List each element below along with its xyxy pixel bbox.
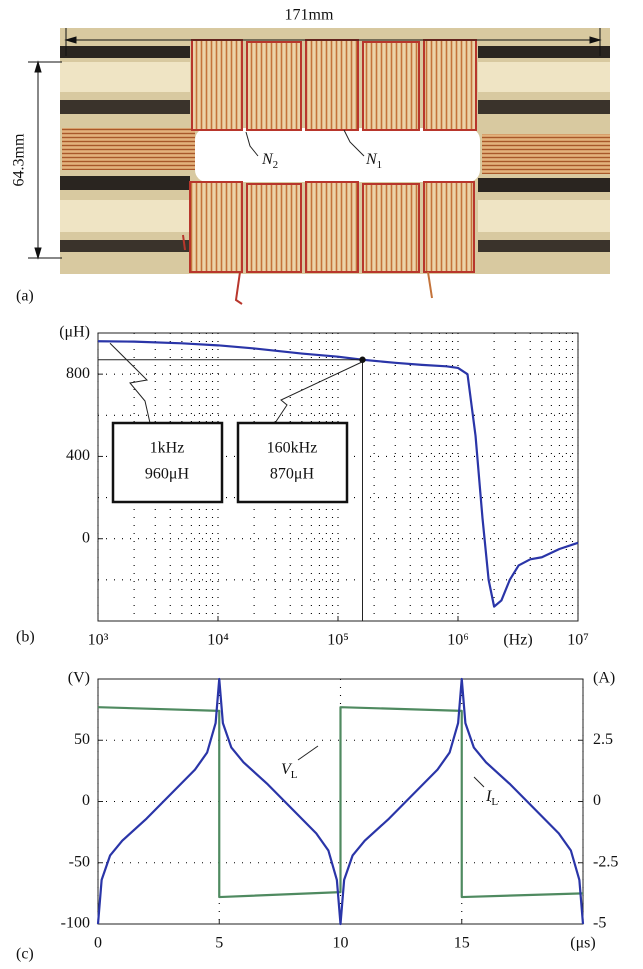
y-tick-label: (V) [68,670,90,687]
x-tick-label: 0 [94,935,102,952]
series-leader [473,776,485,788]
arrowhead [34,60,42,73]
series-line [97,340,579,608]
lead-wire [182,234,186,251]
x-tick-label: (μs) [570,935,595,952]
y-tick-label: 800 [66,365,90,382]
core-strip [60,46,190,58]
series-leader [297,745,319,761]
series-line [96,677,585,926]
core-strip [60,176,190,190]
point-marker [359,356,366,363]
arrowhead [64,36,77,44]
x-axis-label: (Hz) [503,632,532,649]
core-face [60,62,190,92]
arrowhead [34,247,42,260]
core-face [60,200,190,232]
winding [246,183,302,273]
callout-leader [274,361,363,424]
core-strip [478,46,610,58]
winding [362,183,420,273]
x-tick-label: 10⁵ [327,632,349,649]
winding [305,39,359,131]
winding [246,41,302,131]
x-tick-label: 10³ [88,632,109,649]
core-face [478,62,610,92]
x-tick-label: 15 [454,935,470,952]
core-strip [478,178,610,192]
y-tick-label: -100 [61,915,90,932]
top-windings [191,39,477,131]
y2-tick-label: -5 [593,915,606,932]
winding [423,39,477,131]
winding [191,39,243,131]
series-name: I [485,788,492,805]
panel-label: (c) [16,946,34,963]
height-dimension: 64.3mm [11,133,28,186]
y-tick-label: 0 [82,792,90,809]
core-strip [478,240,610,252]
series-label: VL [281,761,298,781]
series-label: IL [485,788,498,808]
winding [423,181,475,273]
callout-text: 870μH [270,466,315,483]
y-tick-label: (μH) [59,324,90,341]
winding [305,181,359,273]
panel-label: (a) [16,288,34,305]
winding-symbol: N [261,151,274,168]
leader-line [343,129,365,157]
width-dimension: 171mm [285,7,334,24]
winding [189,181,243,273]
leader-line [245,131,259,157]
winding-subscript: 1 [377,159,383,171]
series-line [97,706,584,899]
winding-subscript: 2 [273,159,279,171]
callout-text: 1kHz [150,440,185,457]
callout-box [236,421,349,504]
arrowhead [589,36,602,44]
inductor-photo [60,28,610,305]
x-tick-label: 10⁷ [567,632,589,649]
core-strip [60,100,190,114]
series-name: V [281,761,293,778]
dimension-lines [28,28,602,260]
lead-wire [234,271,243,305]
x-tick-label: 10⁴ [207,632,229,649]
winding-symbol: N [365,151,378,168]
side-winding [482,134,610,174]
core-strip [478,100,610,114]
core-face [478,200,610,232]
y-tick-label: 400 [66,447,90,464]
lead-wire [427,271,433,299]
core-window [195,128,480,182]
y2-tick-label: (A) [593,670,615,687]
x-tick-label: 5 [215,935,223,952]
y-tick-label: 0 [82,529,90,546]
winding-label: N1 [365,151,382,171]
side-winding [62,128,195,170]
callout-box [111,421,224,504]
bottom-windings [189,181,475,273]
winding [362,41,420,131]
y2-tick-label: 2.5 [593,731,613,748]
series-subscript: L [491,796,498,808]
y-tick-label: -50 [69,853,90,870]
y-tick-label: 50 [74,731,90,748]
core-strip [60,240,190,252]
series-subscript: L [291,769,298,781]
callout-text: 160kHz [267,440,318,457]
y2-tick-label: 0 [593,792,601,809]
x-tick-label: 10 [333,935,349,952]
panel-label: (b) [16,629,35,646]
callout-leader [109,342,151,424]
winding-label: N2 [261,151,278,171]
y2-tick-label: -2.5 [593,853,618,870]
x-tick-label: 10⁶ [447,632,469,649]
callout-text: 960μH [145,466,190,483]
